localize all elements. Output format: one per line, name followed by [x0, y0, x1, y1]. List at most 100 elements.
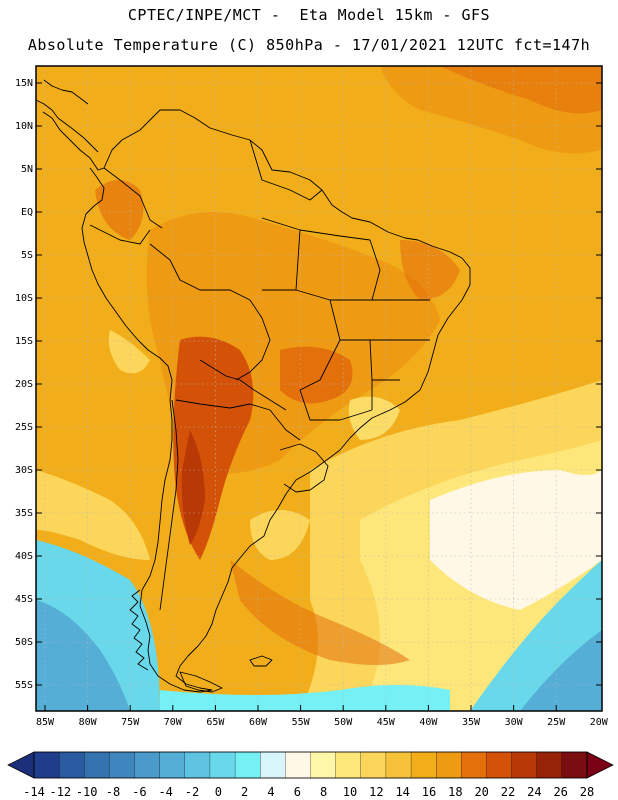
lon-label: 60W: [249, 717, 268, 728]
colorbar-label: -2: [185, 785, 199, 799]
colorbar-label: 12: [369, 785, 383, 799]
lon-label: 75W: [121, 717, 140, 728]
lat-label: 15S: [15, 336, 33, 347]
colorbar-bin: [33, 751, 60, 779]
lat-label: 5N: [21, 164, 33, 175]
lat-label: 5S: [21, 250, 33, 261]
colorbar-label: 14: [395, 785, 409, 799]
lon-ticks: [44, 705, 557, 711]
colorbar-label: 16: [422, 785, 436, 799]
lon-label: 85W: [36, 717, 55, 728]
border-argentina-chile: [159, 399, 179, 611]
colorbar-bins: [33, 751, 588, 779]
lon-label: 20W: [590, 717, 609, 728]
colorbar-bin: [385, 751, 412, 779]
colorbar-over-arrow: [586, 751, 614, 779]
lon-labels: 85W 80W 75W 70W 65W 60W 55W 50W 45W 40W …: [36, 717, 609, 728]
lat-label: 40S: [15, 551, 33, 562]
lon-label: 25W: [547, 717, 566, 728]
colorbar-bin: [134, 751, 161, 779]
colorbar-bin: [260, 751, 286, 779]
lon-label: 35W: [462, 717, 481, 728]
colorbar-bin: [159, 751, 186, 779]
lat-label: 30S: [15, 465, 33, 476]
colorbar: -14 -12 -10 -8 -6 -4 -2 0 2 4 6 8 10 12 14 16 18 20 22 24 26…: [7, 751, 614, 799]
colorbar-label: -4: [158, 785, 172, 799]
lat-label: 25S: [15, 422, 33, 433]
colorbar-label: 6: [294, 785, 301, 799]
chile-fjords: [129, 589, 149, 671]
caribbean-coast: [43, 79, 89, 105]
colorbar-bin: [486, 751, 513, 779]
colorbar-label: 10: [343, 785, 357, 799]
colorbar-label: -10: [76, 785, 98, 799]
colorbar-frame: [33, 751, 588, 779]
map-frame: [35, 65, 603, 712]
colorbar-bin: [234, 751, 261, 779]
lon-label: 65W: [206, 717, 225, 728]
lon-label: 80W: [79, 717, 98, 728]
border-guianas: [249, 139, 323, 201]
coastline-layer: [36, 79, 471, 693]
colorbar-bin: [360, 751, 387, 779]
lon-label: 45W: [377, 717, 396, 728]
colorbar-bin: [184, 751, 211, 779]
field-southern-cool: [160, 685, 450, 711]
tierra-del-fuego: [179, 671, 223, 693]
colorbar-label: 24: [527, 785, 541, 799]
field-cream-patch: [430, 470, 602, 610]
lat-label: 45S: [15, 594, 33, 605]
border-colombia-venezuela: [103, 167, 163, 229]
colorbar-label: 4: [267, 785, 274, 799]
border-uruguay: [279, 443, 329, 493]
border-argentina-north: [175, 399, 301, 441]
field-warm-tongue: [230, 560, 410, 665]
colorbar-under-arrow: [7, 751, 35, 779]
colorbar-label: 8: [320, 785, 327, 799]
colorbar-label: 22: [501, 785, 515, 799]
lat-label: 55S: [15, 680, 33, 691]
colorbar-bin: [209, 751, 236, 779]
colorbar-bin: [109, 751, 136, 779]
lon-label: 30W: [505, 717, 524, 728]
colorbar-labels: -14 -12 -10 -8 -6 -4 -2 0 2 4 6 8 10 12 14 16 18 20 22 24 26…: [23, 785, 594, 799]
lon-label: 50W: [334, 717, 353, 728]
field-ne-atlantic-hot: [440, 66, 602, 114]
lat-label: 15N: [15, 78, 33, 89]
colorbar-label: -14: [23, 785, 45, 799]
lat-label: 10S: [15, 293, 33, 304]
colorbar-label: -12: [49, 785, 71, 799]
lat-label: 35S: [15, 508, 33, 519]
colorbar-label: 26: [553, 785, 567, 799]
colorbar-label: 28: [580, 785, 594, 799]
field-uruguay-mild: [250, 510, 310, 560]
title-line-2: Absolute Temperature (C) 850hPa - 17/01/…: [27, 36, 591, 54]
brazil-state-lines: [261, 217, 430, 421]
colorbar-bin: [335, 751, 362, 779]
colorbar-bin: [436, 751, 462, 779]
colorbar-bin: [461, 751, 487, 779]
title-line-1: CPTEC/INPE/MCT - Eta Model 15km - GFS: [127, 6, 491, 24]
field-andes-hottest: [181, 430, 205, 545]
lat-labels: 15N 10N 5N EQ 5S 10S 15S 20S 25S 30S 35S…: [15, 78, 33, 691]
field-pacific-cold: [36, 600, 130, 711]
lat-label: EQ: [21, 207, 33, 218]
colorbar-label: -8: [106, 785, 120, 799]
lat-label: 10N: [15, 121, 33, 132]
colorbar-label: 2: [241, 785, 248, 799]
colorbar-label: 0: [215, 785, 222, 799]
south-america-coastline: [42, 109, 471, 693]
colorbar-bin: [58, 751, 85, 779]
field-se-atlantic-cold: [520, 630, 602, 711]
falkland-islands: [249, 655, 273, 667]
colorbar-label: 20: [474, 785, 488, 799]
lon-label: 40W: [419, 717, 438, 728]
border-ecuador-peru: [89, 224, 151, 245]
colorbar-bin: [84, 751, 110, 779]
lat-label: 50S: [15, 637, 33, 648]
colorbar-bin: [561, 751, 588, 779]
field-pacific-mild: [36, 470, 150, 560]
colorbar-bin: [511, 751, 538, 779]
field-peru-cool: [108, 330, 150, 374]
